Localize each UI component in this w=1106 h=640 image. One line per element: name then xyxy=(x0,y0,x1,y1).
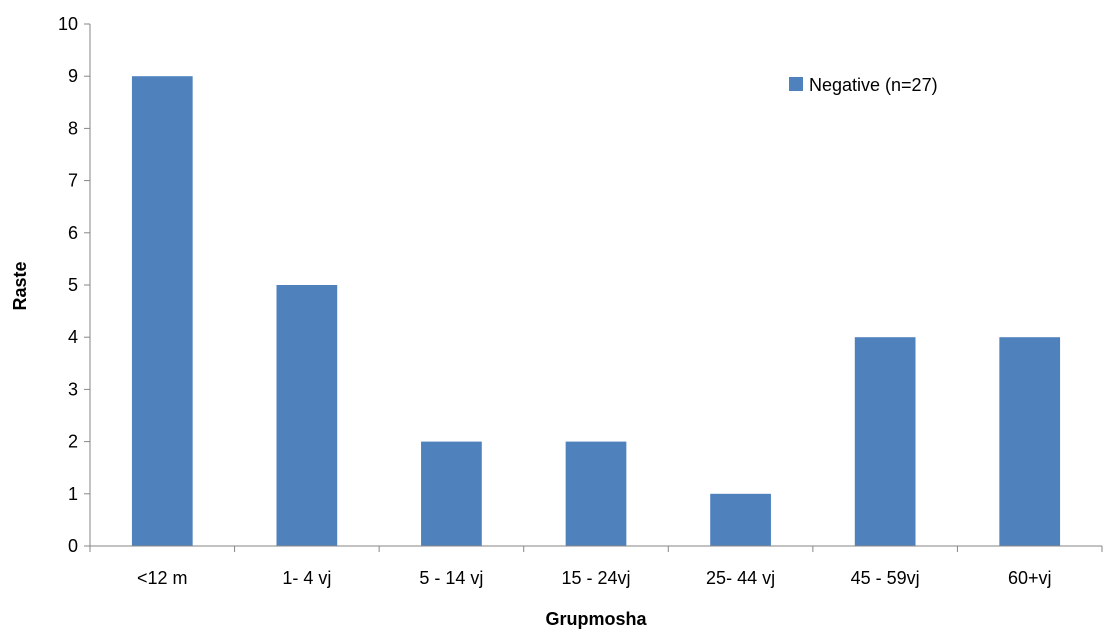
bar xyxy=(421,441,482,546)
y-tick-label: 3 xyxy=(68,379,78,399)
x-tick-label: 25- 44 vj xyxy=(706,568,775,588)
y-tick-label: 7 xyxy=(68,171,78,191)
x-axis-title: Grupmosha xyxy=(545,609,647,629)
y-tick-labels: 0 1 2 3 4 5 6 7 8 9 10 xyxy=(58,14,78,556)
bar xyxy=(565,441,627,546)
y-tick-label: 2 xyxy=(68,432,78,452)
y-tick-label: 10 xyxy=(58,14,78,34)
legend: Negative (n=27) xyxy=(789,75,938,95)
y-axis-title: Raste xyxy=(10,261,30,310)
x-axis-ticks xyxy=(89,546,1103,552)
y-axis-ticks xyxy=(84,23,90,547)
x-tick-label: 5 - 14 vj xyxy=(419,568,483,588)
x-tick-label: 45 - 59vj xyxy=(851,568,920,588)
bar-series xyxy=(131,76,1061,546)
y-tick-label: 1 xyxy=(68,484,78,504)
bar xyxy=(710,493,771,546)
y-tick-label: 0 xyxy=(68,536,78,556)
legend-swatch xyxy=(789,77,803,91)
bar xyxy=(854,337,916,546)
y-tick-label: 5 xyxy=(68,275,78,295)
y-tick-label: 8 xyxy=(68,118,78,138)
category-labels: <12 m 1- 4 vj 5 - 14 vj 15 - 24vj 25- 44 vj 4… xyxy=(137,568,1051,588)
bar xyxy=(131,76,193,546)
x-tick-label: 1- 4 vj xyxy=(282,568,331,588)
y-tick-label: 6 xyxy=(68,223,78,243)
bar xyxy=(999,337,1061,546)
x-tick-label: 15 - 24vj xyxy=(561,568,630,588)
y-tick-label: 9 xyxy=(68,66,78,86)
legend-label: Negative (n=27) xyxy=(809,75,938,95)
axes xyxy=(89,24,1102,547)
x-tick-label: <12 m xyxy=(137,568,188,588)
x-tick-label: 60+vj xyxy=(1008,568,1052,588)
bar xyxy=(276,285,338,546)
y-tick-label: 4 xyxy=(68,327,78,347)
